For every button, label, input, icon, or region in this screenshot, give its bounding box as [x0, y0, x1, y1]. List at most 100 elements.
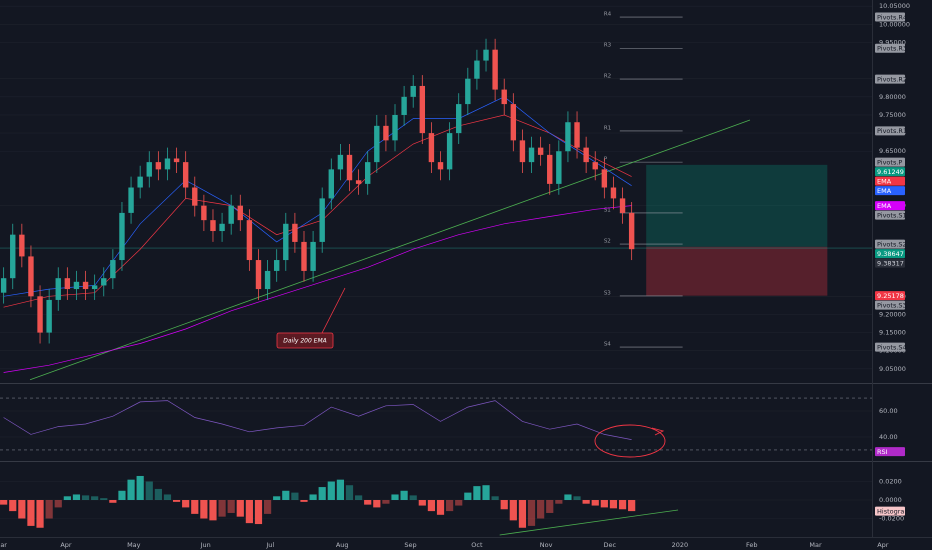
candle-body	[465, 78, 471, 105]
candle-body	[228, 205, 234, 224]
candle-body	[328, 169, 334, 199]
x-tick-label: 2020	[672, 541, 689, 549]
histogram-bar	[455, 500, 463, 506]
target-zone	[646, 164, 828, 247]
pivot-axis-label-bg	[875, 239, 905, 249]
histogram-bar	[509, 500, 517, 521]
candle-body	[510, 104, 517, 141]
histogram-bar	[628, 500, 636, 512]
candle-body	[283, 223, 289, 261]
candle-body	[346, 154, 353, 181]
candle-body	[0, 278, 7, 293]
histogram-bar	[309, 494, 317, 501]
candle-body	[137, 176, 143, 188]
candle-body	[592, 162, 598, 170]
histogram-bar	[527, 500, 536, 526]
stop-price-label-bg	[875, 291, 905, 301]
candle-body	[519, 140, 526, 163]
histogram-bar	[100, 498, 108, 501]
histogram-bar	[200, 500, 208, 519]
ema-axis-label-bg	[875, 176, 905, 186]
stop-price-label: 9.25178	[877, 292, 904, 300]
pivot-axis-label: Pivots.S3	[877, 301, 907, 309]
histogram-bar	[109, 500, 117, 503]
histogram-bar	[63, 496, 71, 501]
candle-body	[374, 125, 380, 163]
pivot-label: S1	[604, 207, 611, 213]
histogram-bar	[191, 500, 199, 514]
histogram-bar	[427, 500, 436, 512]
pivot-axis-label-bg	[875, 74, 905, 84]
candle-body	[446, 133, 453, 170]
histogram-bar	[263, 500, 272, 514]
pivot-axis-label-bg	[875, 210, 905, 220]
y-tick-label: 9.75000	[879, 111, 906, 119]
candle-body	[301, 241, 307, 271]
candle-body	[392, 114, 398, 141]
candle-body	[292, 223, 298, 242]
candle-body	[337, 154, 344, 170]
target-price-label-bg	[875, 167, 905, 177]
pivot-axis-label-bg	[875, 43, 905, 53]
histogram-bar	[591, 500, 599, 506]
candle-body	[556, 151, 562, 184]
candle-body	[610, 187, 617, 199]
histogram-bar	[500, 500, 508, 510]
x-tick-label: Jun	[200, 541, 211, 549]
candle-body	[192, 187, 198, 206]
candle-body	[73, 281, 80, 290]
histogram-bar	[227, 500, 235, 513]
x-tick-label: May	[127, 541, 141, 549]
candle-body	[64, 278, 71, 290]
histogram-bar	[518, 500, 527, 528]
ema-line	[3, 205, 632, 373]
y-tick-label: 10.00000	[879, 20, 910, 28]
candle-body	[82, 281, 89, 290]
histogram-bar	[618, 500, 627, 510]
candle-body	[173, 158, 180, 163]
pivot-label: S4	[604, 342, 611, 348]
candle-body	[483, 49, 489, 61]
candle-body	[119, 212, 125, 261]
candle-body	[182, 162, 189, 188]
rsi-axis-label-bg	[875, 447, 905, 457]
pivot-axis-label: Pivots.S1	[877, 211, 907, 219]
candle-body	[201, 205, 207, 221]
last-price-label: 9.38317	[877, 259, 904, 267]
x-tick-label: Dec	[604, 541, 617, 549]
entry-price-label-bg	[875, 249, 905, 259]
pivot-axis-label: Pivots.R1	[877, 127, 907, 135]
histogram-bar	[491, 496, 499, 501]
histogram-bar	[473, 486, 481, 501]
candle-body	[501, 89, 507, 105]
candle-body	[383, 125, 389, 141]
y-tick-label: 9.20000	[879, 310, 906, 318]
y-tick-label: 0.0200	[879, 478, 902, 486]
histogram-bar	[609, 500, 618, 509]
x-tick-label: Oct	[471, 541, 483, 549]
pivot-label: S3	[604, 290, 611, 296]
candle-body	[601, 169, 608, 188]
candle-body	[91, 285, 98, 290]
candle-body	[355, 180, 362, 184]
candle-body	[19, 234, 25, 257]
y-tick-label: 9.95000	[879, 38, 906, 46]
pivot-axis-label-bg	[875, 342, 905, 352]
histogram-bar	[218, 500, 226, 517]
histogram-bar	[418, 500, 426, 506]
candle-body	[528, 147, 535, 163]
candle-body	[273, 260, 280, 271]
ema-axis-label: EMA	[877, 202, 892, 210]
pivot-axis-label-bg	[875, 12, 905, 22]
x-tick-label: Mar	[809, 541, 822, 549]
ema-axis-label: EMA	[877, 177, 892, 185]
candle-body	[219, 223, 225, 232]
last-price-label-bg	[875, 258, 905, 268]
x-tick-label: Nov	[540, 541, 553, 549]
histogram-bar	[382, 500, 390, 504]
histogram-bar	[54, 500, 62, 508]
candle-body	[310, 241, 316, 271]
y-tick-label: 10.05000	[879, 2, 910, 10]
